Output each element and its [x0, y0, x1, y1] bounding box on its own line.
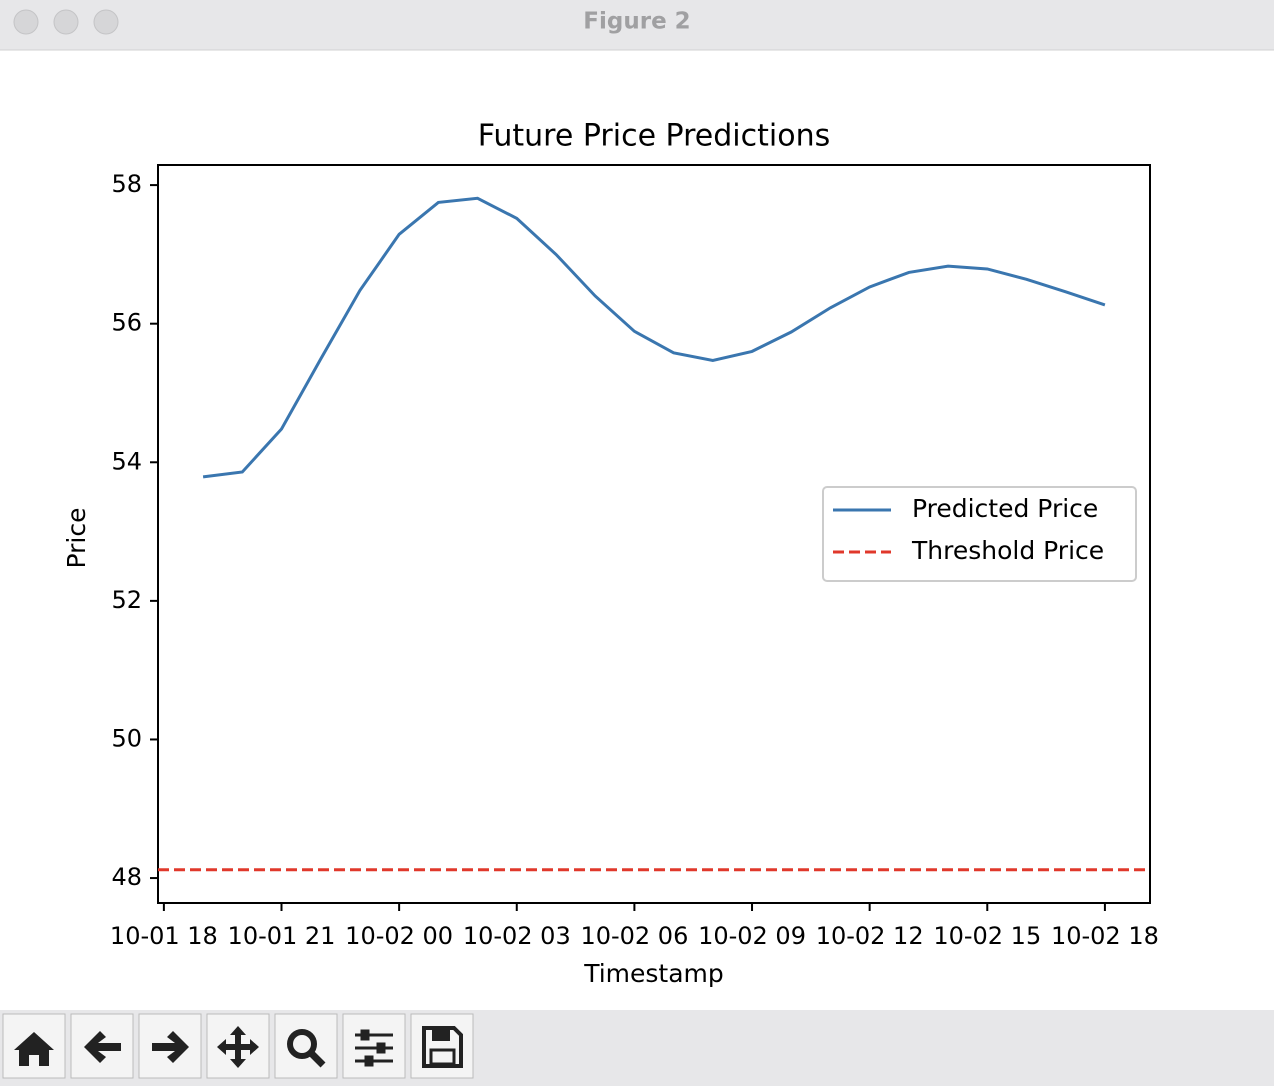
- save-icon-shutter: [432, 1030, 450, 1041]
- x-tick-label: 10-01 18: [110, 922, 218, 950]
- x-tick-label: 10-02 00: [345, 922, 453, 950]
- forward-icon: [152, 1031, 189, 1063]
- pan-icon: [217, 1026, 259, 1068]
- zoom-icon-handle: [308, 1050, 326, 1068]
- x-axis-label: Timestamp: [583, 959, 724, 988]
- configure-button[interactable]: [342, 1013, 406, 1079]
- zoom-icon: [287, 1029, 317, 1059]
- save-icon-label: [429, 1048, 456, 1066]
- zoom-tool-button[interactable]: [274, 1013, 338, 1079]
- chart-title: Future Price Predictions: [478, 119, 830, 154]
- minimize-button[interactable]: [53, 9, 79, 35]
- x-tick-label: 10-02 03: [463, 922, 571, 950]
- y-tick-label: 54: [111, 447, 142, 475]
- close-button[interactable]: [13, 9, 39, 35]
- y-axis-label: Price: [62, 508, 91, 569]
- zoom-button[interactable]: [93, 9, 119, 35]
- y-tick-label: 52: [111, 586, 142, 614]
- line-series: [202, 196, 1106, 479]
- legend-box: [822, 486, 1137, 582]
- legend-label: Threshold Price: [911, 536, 1104, 565]
- configure-icon: [355, 1029, 393, 1067]
- title-bar: [0, 0, 1274, 50]
- y-tick-label: 56: [111, 309, 142, 337]
- x-tick-label: 10-02 15: [933, 922, 1041, 950]
- x-tick-label: 10-02 18: [1051, 922, 1159, 950]
- toolbar-buttons: [2, 1013, 474, 1079]
- x-tick-label: 10-02 12: [816, 922, 924, 950]
- window-title: Figure 2: [583, 9, 690, 35]
- home-icon: [14, 1032, 54, 1066]
- y-tick-label: 48: [111, 863, 142, 891]
- x-tick-label: 10-02 06: [580, 922, 688, 950]
- x-tick-label: 10-01 21: [228, 922, 336, 950]
- back-icon: [84, 1031, 121, 1063]
- y-tick-label: 58: [111, 170, 142, 198]
- legend-label: Predicted Price: [912, 494, 1098, 523]
- x-tick-label: 10-02 09: [698, 922, 806, 950]
- save-icon: [422, 1026, 463, 1068]
- y-tick-label: 50: [111, 724, 142, 752]
- save-button[interactable]: [410, 1013, 474, 1079]
